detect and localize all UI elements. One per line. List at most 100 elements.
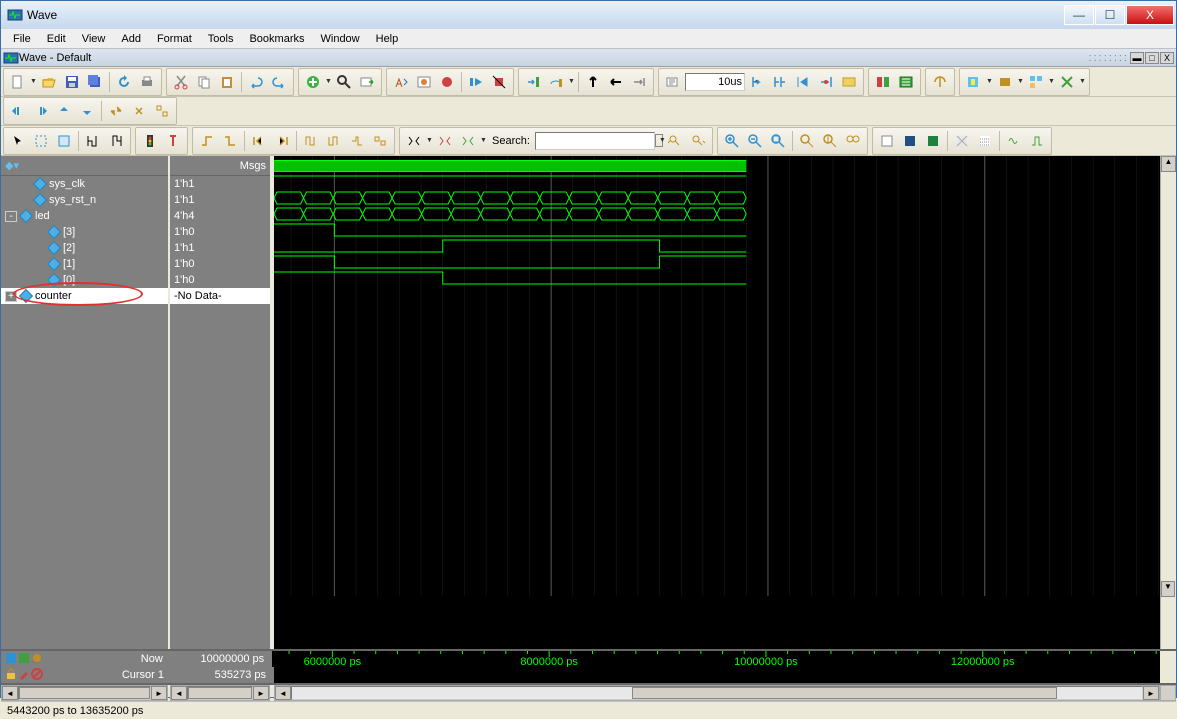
bus2-button[interactable] <box>434 130 456 152</box>
run-all-button[interactable] <box>769 71 791 93</box>
zoom-cursor-button[interactable] <box>819 130 841 152</box>
find1-button[interactable] <box>300 130 322 152</box>
zoom-out-button[interactable] <box>744 130 766 152</box>
minimize-button[interactable]: — <box>1064 5 1094 25</box>
dataset-icon[interactable] <box>18 652 30 667</box>
run-time-input[interactable] <box>685 73 745 91</box>
compile-button[interactable] <box>390 71 412 93</box>
next-transition-button[interactable] <box>271 130 293 152</box>
bus3-button[interactable] <box>457 130 479 152</box>
find-button[interactable] <box>333 71 355 93</box>
signal-row[interactable]: -led <box>1 208 168 224</box>
break-button[interactable] <box>436 71 458 93</box>
digital-button[interactable] <box>1026 130 1048 152</box>
subwindow-min-button[interactable]: ▬ <box>1130 52 1144 64</box>
reload-button[interactable] <box>113 71 135 93</box>
coverage-button[interactable] <box>872 71 894 93</box>
menu-help[interactable]: Help <box>368 31 407 47</box>
bus1-button[interactable] <box>403 130 425 152</box>
layout-button[interactable] <box>929 71 951 93</box>
step-over-button[interactable] <box>545 71 567 93</box>
signal-row[interactable]: [2] <box>1 240 168 256</box>
zoom-range-button[interactable] <box>842 130 864 152</box>
run-end-button[interactable] <box>815 71 837 93</box>
select-button[interactable] <box>30 130 52 152</box>
run-length-button[interactable] <box>662 71 684 93</box>
menu-add[interactable]: Add <box>113 31 149 47</box>
stop-button[interactable] <box>488 71 510 93</box>
box-select-button[interactable] <box>53 130 75 152</box>
disable-icon[interactable] <box>31 668 43 683</box>
group-button[interactable] <box>1025 71 1047 93</box>
signal-row[interactable]: [3] <box>1 224 168 240</box>
menu-view[interactable]: View <box>74 31 114 47</box>
run-button[interactable] <box>746 71 768 93</box>
find-prev-button[interactable] <box>664 130 686 152</box>
menu-edit[interactable]: Edit <box>39 31 74 47</box>
menu-window[interactable]: Window <box>313 31 368 47</box>
collapse-button[interactable] <box>128 100 150 122</box>
traffic-light-button[interactable] <box>139 130 161 152</box>
tree-toggle[interactable]: - <box>5 211 17 222</box>
signal-row[interactable]: sys_rst_n <box>1 192 168 208</box>
edge1-button[interactable] <box>196 130 218 152</box>
search-dropdown-button[interactable]: ▼ <box>655 134 663 147</box>
signal-row[interactable]: +counter <box>1 288 168 304</box>
edge2-button[interactable] <box>219 130 241 152</box>
signals-list[interactable]: sys_clksys_rst_n-led[3][2][1][0]+counter <box>1 176 168 649</box>
sim-settings-button[interactable] <box>413 71 435 93</box>
color3-button[interactable] <box>922 130 944 152</box>
signal-row[interactable]: [1] <box>1 256 168 272</box>
cursor-down-button[interactable] <box>76 100 98 122</box>
cursor-icon[interactable] <box>31 652 43 667</box>
combine-button[interactable] <box>1056 71 1078 93</box>
find3-button[interactable] <box>346 130 368 152</box>
find4-button[interactable] <box>369 130 391 152</box>
save-button[interactable] <box>61 71 83 93</box>
continue-button[interactable] <box>792 71 814 93</box>
find-next-button[interactable] <box>687 130 709 152</box>
waveform-pane[interactable] <box>274 156 1160 649</box>
tree-toggle[interactable]: + <box>5 291 17 302</box>
restart-button[interactable] <box>465 71 487 93</box>
prev-transition-button[interactable] <box>248 130 270 152</box>
zoom-in-button[interactable] <box>721 130 743 152</box>
marker-button[interactable] <box>162 130 184 152</box>
cursor-right-button[interactable] <box>30 100 52 122</box>
pattern2-button[interactable] <box>974 130 996 152</box>
signals-pane-header-icon[interactable]: ◆▾ <box>5 159 19 172</box>
search-input[interactable] <box>535 132 655 150</box>
zoom-full-button[interactable] <box>796 130 818 152</box>
new-button[interactable] <box>7 71 29 93</box>
cursor-up-button[interactable] <box>53 100 75 122</box>
zoom-fit-button[interactable] <box>767 130 789 152</box>
memory-button[interactable] <box>895 71 917 93</box>
color1-button[interactable] <box>876 130 898 152</box>
menu-format[interactable]: Format <box>149 31 200 47</box>
cut-button[interactable] <box>170 71 192 93</box>
format-button[interactable] <box>963 71 985 93</box>
undo-button[interactable] <box>245 71 267 93</box>
menu-bookmarks[interactable]: Bookmarks <box>241 31 312 47</box>
hscroll-sig-spacer[interactable]: ◄► <box>1 685 168 701</box>
pause-button[interactable] <box>838 71 860 93</box>
open-button[interactable] <box>38 71 60 93</box>
redo-button[interactable] <box>268 71 290 93</box>
maximize-button[interactable]: ☐ <box>1095 5 1125 25</box>
copy-button[interactable] <box>193 71 215 93</box>
menu-tools[interactable]: Tools <box>200 31 242 47</box>
goto-button[interactable] <box>356 71 378 93</box>
expand-button[interactable] <box>105 100 127 122</box>
signal-row[interactable]: sys_clk <box>1 176 168 192</box>
step-button[interactable] <box>522 71 544 93</box>
expand-all-button[interactable] <box>151 100 173 122</box>
edit-icon[interactable] <box>18 668 30 683</box>
hscroll-msg-spacer[interactable]: ◄► <box>170 685 270 701</box>
color2-button[interactable] <box>899 130 921 152</box>
bookmark-button[interactable] <box>994 71 1016 93</box>
waveform-canvas[interactable] <box>274 156 1160 596</box>
analog-button[interactable] <box>1003 130 1025 152</box>
vertical-scrollbar[interactable]: ▲ ▼ <box>1160 156 1176 649</box>
add-new-button[interactable] <box>302 71 324 93</box>
pointer-button[interactable] <box>7 130 29 152</box>
